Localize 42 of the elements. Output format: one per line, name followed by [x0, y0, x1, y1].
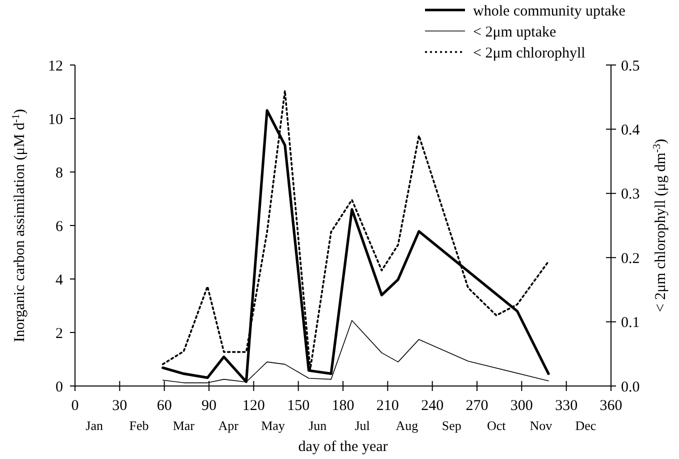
text: Oct [486, 418, 506, 433]
y-tick-label: 10 [48, 112, 63, 128]
x-tick-label: 150 [287, 398, 310, 414]
y2-tick-label: 0.1 [621, 315, 640, 332]
legend-label: < 2μm uptake [473, 24, 556, 40]
y-tick-label: 4 [56, 272, 64, 288]
y2-tick-label: 0.5 [621, 58, 640, 74]
legend-label: < 2μm chlorophyll [473, 45, 586, 62]
legend-label: whole community uptake [473, 3, 626, 20]
y2-tick-label: 0.3 [621, 186, 640, 203]
x-axis-title: day of the year [298, 439, 388, 455]
x-tick-label: 270 [466, 398, 488, 414]
x-tick-label: 330 [555, 398, 578, 414]
text: Jan [86, 418, 104, 433]
x-tick-label: 210 [376, 398, 399, 414]
x-tick-label: 240 [421, 398, 444, 414]
x-tick-label: 120 [242, 398, 265, 414]
text: Nov [530, 418, 553, 433]
y2-tick-label: 0.2 [621, 250, 640, 267]
x-tick-label: 0 [71, 398, 79, 414]
y-tick-label: 0 [56, 379, 63, 396]
y-tick-label: 6 [56, 218, 64, 235]
x-tick-label: 90 [202, 398, 216, 414]
text: Sep [442, 418, 462, 433]
y2-tick-label: 0.0 [621, 379, 640, 396]
text: Aug [396, 418, 419, 433]
text: Feb [129, 418, 149, 433]
x-tick-label: 360 [600, 398, 622, 414]
x-tick-label: 60 [156, 398, 172, 414]
y-tick-label: 2 [56, 326, 63, 342]
text: Dec [575, 418, 596, 433]
text: Jun [308, 418, 328, 433]
x-tick-label: 180 [332, 398, 354, 414]
x-tick-label: 30 [112, 398, 128, 414]
y-tick-label: 12 [48, 58, 63, 74]
y2-tick-label: 0.4 [621, 122, 640, 138]
x-tick-label: 300 [510, 398, 533, 414]
text: Jul [354, 418, 370, 433]
text: Apr [218, 418, 240, 433]
text: Mar [172, 418, 196, 433]
text: May [261, 418, 286, 433]
y-tick-label: 8 [56, 165, 63, 182]
